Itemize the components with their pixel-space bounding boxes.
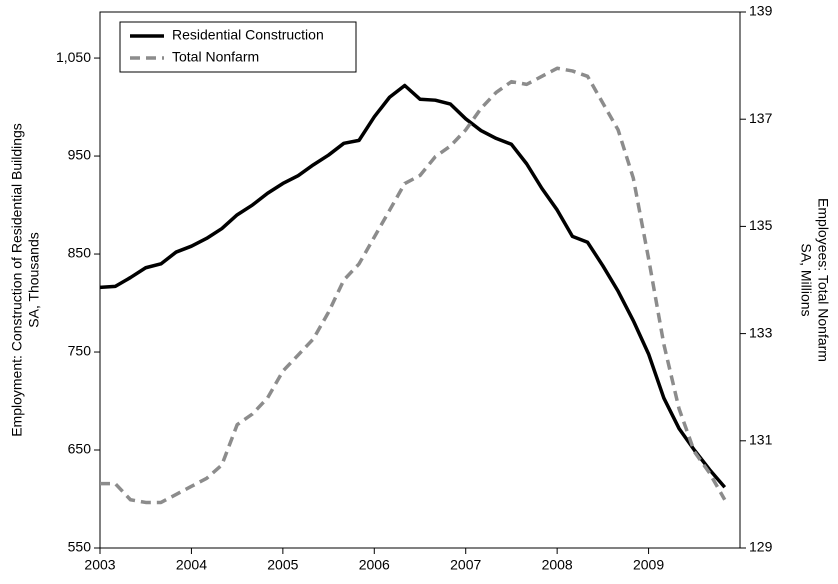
legend: Residential Construction Total Nonfarm (119, 21, 357, 73)
y-axis-label: Employment: Construction of Residential … (9, 123, 25, 437)
x-tick-label: 2005 (267, 557, 298, 573)
y-axis-label: SA, Thousands (26, 232, 42, 327)
series-line (100, 66, 727, 505)
y2-tick-label: 131 (749, 432, 773, 448)
legend-box (119, 21, 357, 73)
legend-label: Residential Construction (172, 27, 324, 43)
y-tick-label: 850 (68, 245, 92, 261)
x-tick-label: 2009 (633, 557, 664, 573)
y2-tick-label: 133 (749, 324, 773, 340)
y2-tick-label: 135 (749, 217, 773, 233)
y2-tick-label: 137 (749, 110, 773, 126)
y-tick-label: 950 (68, 147, 92, 163)
y2-axis-label: SA, Millions (798, 243, 814, 316)
x-tick-label: 2007 (450, 557, 481, 573)
y2-tick-label: 129 (749, 539, 773, 555)
x-tick-label: 2006 (359, 557, 390, 573)
y-tick-label: 750 (68, 343, 92, 359)
y2-axis-label: Employees: Total Nonfarm (815, 198, 831, 362)
plot-frame (99, 11, 741, 549)
y-tick-label: 550 (68, 539, 92, 555)
y2-tick-label: 139 (749, 3, 773, 19)
x-tick-label: 2003 (84, 557, 115, 573)
y-tick-label: 650 (68, 441, 92, 457)
x-tick-label: 2008 (542, 557, 573, 573)
x-tick-label: 2004 (176, 557, 207, 573)
legend-label: Total Nonfarm (172, 49, 259, 65)
series-line (99, 83, 727, 489)
y-tick-label: 1,050 (56, 49, 91, 65)
